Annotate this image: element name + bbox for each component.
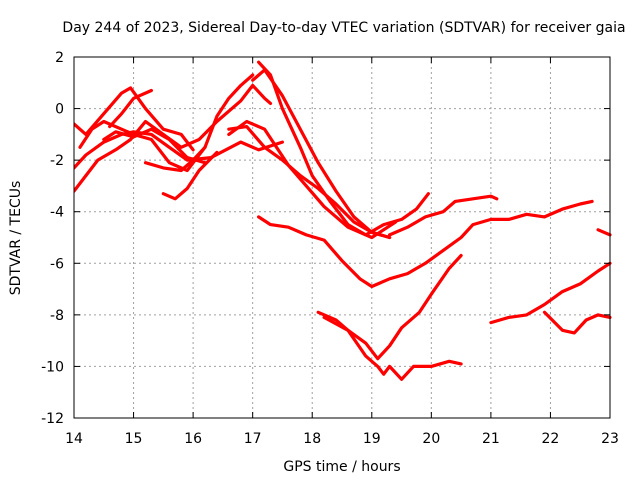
series-arc-15 (316, 253, 463, 361)
series-arc-16 (322, 315, 463, 381)
x-tick-label: 21 (482, 431, 500, 447)
x-axis-label: GPS time / hours (283, 459, 400, 475)
y-tick-label: 0 (55, 102, 64, 118)
series-arc-19 (596, 228, 612, 237)
y-tick-label: -6 (50, 256, 64, 272)
x-tick-label: 22 (542, 431, 560, 447)
x-tick-label: 16 (184, 431, 202, 447)
series-arc-18 (542, 310, 612, 335)
y-tick-label: -10 (41, 359, 64, 375)
series-arc-5 (102, 127, 207, 165)
grid-layer (74, 57, 610, 418)
series-arc-11 (257, 60, 430, 237)
y-tick-label: -12 (41, 411, 64, 427)
series-arc-9 (227, 124, 392, 240)
y-tick-label: -4 (50, 205, 64, 221)
series-arc-17 (489, 261, 612, 325)
series-arc-4 (78, 73, 255, 173)
plot-frame (73, 56, 611, 419)
chart-title: Day 244 of 2023, Sidereal Day-to-day VTE… (62, 20, 625, 36)
series-arc-12 (251, 68, 392, 240)
x-tick-label: 15 (125, 431, 143, 447)
x-tick-label: 17 (244, 431, 262, 447)
x-tick-label: 23 (601, 431, 619, 447)
series-layer (74, 60, 612, 381)
x-tick-label: 20 (422, 431, 440, 447)
x-tick-label: 19 (363, 431, 381, 447)
y-tick-label: -8 (50, 308, 64, 324)
y-tick-label: 2 (55, 50, 64, 66)
series-arc-14 (388, 194, 499, 237)
x-tick-label: 18 (303, 431, 321, 447)
series-arc-8 (161, 150, 219, 201)
series-arc-6 (108, 88, 153, 129)
series-arc-7 (143, 145, 207, 173)
series-arc-2 (74, 130, 284, 170)
y-axis-label: SDTVAR / TECUs (8, 181, 24, 296)
y-tick-label: -2 (50, 153, 64, 169)
series-arc-13 (257, 199, 594, 289)
x-tick-label: 14 (65, 431, 83, 447)
